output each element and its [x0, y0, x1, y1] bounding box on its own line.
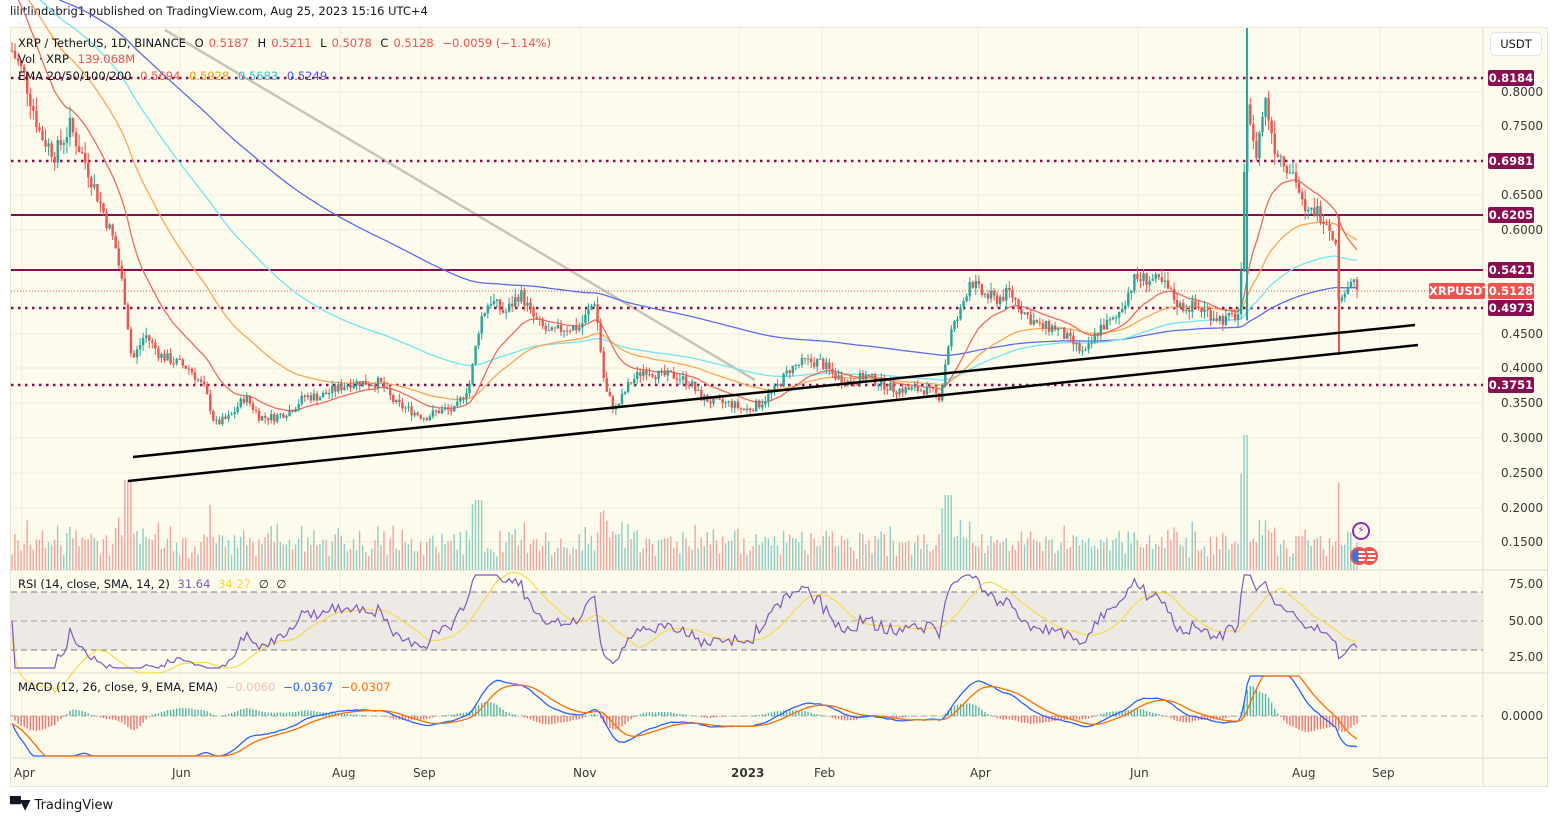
rsi-sma-value: 34.27 [218, 577, 252, 591]
time-axis-label: Feb [814, 766, 836, 780]
price-axis-label: 0.3500 [1501, 396, 1543, 410]
close-value: 0.5128 [393, 36, 434, 50]
rsi-label: RSI (14, close, SMA, 14, 2) [18, 577, 170, 591]
rsi-legend[interactable]: RSI (14, close, SMA, 14, 2) 31.64 34.27 … [18, 577, 286, 591]
price-axis-label: 0.3000 [1501, 431, 1543, 445]
volume-value: 139.068M [77, 52, 136, 66]
macd-axis-zero: 0.0000 [1501, 709, 1543, 723]
time-axis-label: Apr [970, 766, 991, 780]
ema-label: EMA 20/50/100/200 [18, 69, 132, 83]
price-axis-label: 0.2500 [1501, 466, 1543, 480]
ema100-line [39, 0, 1358, 381]
ema50-value: 0.5928 [189, 69, 230, 83]
time-axis-label: Sep [1372, 766, 1395, 780]
symbol-price-tag: XRPUSDT [1429, 283, 1491, 299]
high-label: H [257, 36, 267, 50]
rsi-extra-value: ∅ [276, 577, 287, 591]
rsi-sma-line [11, 571, 1358, 694]
time-axis-label: Aug [1292, 766, 1316, 780]
open-value: 0.5187 [208, 36, 249, 50]
volume-legend[interactable]: Vol · XRP 139.068M [18, 52, 140, 66]
footer-brand: TradingView [34, 797, 114, 813]
us-flag-event-icon[interactable] [1350, 547, 1368, 565]
rsi-axis-75: 75.00 [1508, 577, 1543, 591]
time-axis-label: Apr [14, 766, 35, 780]
rsi-extra-value: ∅ [258, 577, 269, 591]
macd-line [11, 675, 1358, 757]
lower-support-trendline[interactable] [127, 343, 1419, 483]
close-label: C [380, 36, 389, 50]
time-axis-label: Aug [332, 766, 356, 780]
level-price-tag: 0.6205 [1488, 207, 1534, 223]
candlesticks [10, 28, 1359, 426]
ema-legend[interactable]: EMA 20/50/100/200 0.5694 0.5928 0.5683 0… [18, 69, 332, 83]
macd-label: MACD (12, 26, close, 9, EMA, EMA) [18, 680, 218, 694]
ema200-value: 0.5249 [286, 69, 328, 83]
ema20-value: 0.5694 [140, 69, 181, 83]
price-axis-label: 0.2000 [1501, 501, 1543, 515]
chart-container[interactable] [10, 27, 1548, 787]
level-price-tag: 0.5421 [1488, 262, 1534, 278]
upper-support-trendline[interactable] [132, 323, 1416, 459]
volume-label: Vol · XRP [18, 52, 69, 66]
rsi-axis-50: 50.00 [1508, 614, 1543, 628]
price-axis-label: 0.8000 [1501, 85, 1543, 99]
time-axis-label: Sep [413, 766, 436, 780]
publish-info: lilitlindabrig1 published on TradingView… [10, 4, 428, 18]
open-label: O [194, 36, 204, 50]
volume-bars [11, 435, 1358, 570]
price-axis-label: 0.1500 [1501, 535, 1543, 549]
macd-signal-value: −0.0307 [340, 680, 391, 694]
low-value: 0.5078 [331, 36, 372, 50]
time-axis-label: Nov [573, 766, 597, 780]
price-axis-label: 0.6000 [1501, 223, 1543, 237]
level-price-tag: 0.8184 [1488, 70, 1534, 86]
price-axis-label: 0.7500 [1501, 119, 1543, 133]
level-price-tag: 0.4973 [1488, 300, 1534, 316]
price-axis-label: 0.4500 [1501, 327, 1543, 341]
time-axis-label: 2023 [731, 766, 765, 780]
tradingview-logo-icon: ▀▼ [10, 797, 31, 813]
macd-hist-value: −0.0060 [225, 680, 276, 694]
low-label: L [320, 36, 327, 50]
ema200-line [58, 0, 1357, 356]
level-price-tag: 0.3751 [1488, 377, 1534, 393]
ema20-line [17, 0, 1358, 412]
time-axis-label: Jun [172, 766, 191, 780]
level-price-tag: 0.6981 [1488, 153, 1534, 169]
rsi-line [11, 574, 1358, 669]
price-axis-label: 0.6500 [1501, 188, 1543, 202]
rsi-axis-25: 25.00 [1508, 650, 1543, 664]
macd-value: −0.0367 [283, 680, 334, 694]
grey-trendline[interactable] [164, 28, 756, 382]
ema50-line [27, 0, 1358, 401]
price-axis-label: 0.4000 [1501, 361, 1543, 375]
footer: ▀▼ TradingView [10, 797, 113, 813]
lightning-event-icon[interactable]: ⚡ [1352, 522, 1370, 540]
symbol-title: XRP / TetherUS, 1D, BINANCE [18, 36, 186, 50]
time-axis-label: Jun [1130, 766, 1149, 780]
symbol-legend[interactable]: XRP / TetherUS, 1D, BINANCE O 0.5187 H 0.5… [18, 36, 556, 50]
signal-line [11, 675, 1358, 757]
macd-legend[interactable]: MACD (12, 26, close, 9, EMA, EMA) −0.006… [18, 680, 391, 694]
high-value: 0.5211 [271, 36, 312, 50]
change-value: −0.0059 (−1.14%) [442, 36, 552, 50]
current-price-tag: 0.5128 [1488, 283, 1534, 299]
ema100-value: 0.5683 [237, 69, 279, 83]
currency-button[interactable]: USDT [1490, 32, 1542, 56]
rsi-value: 31.64 [177, 577, 211, 591]
